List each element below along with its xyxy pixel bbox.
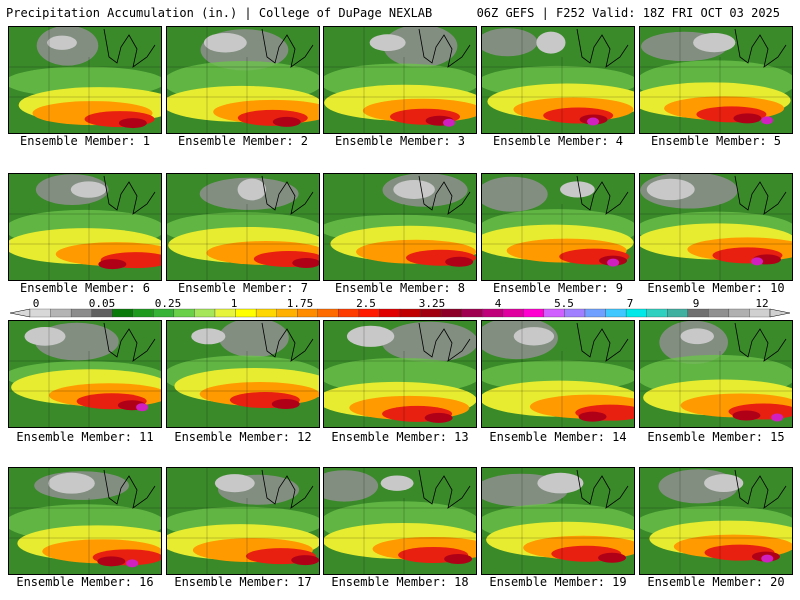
scale-cell	[461, 308, 483, 318]
ensemble-member-map	[639, 173, 793, 281]
scale-tick-label: 7	[626, 297, 634, 310]
scale-tick-label: 3.25	[418, 297, 446, 310]
scale-cell	[749, 308, 771, 318]
ensemble-member-map	[166, 320, 320, 428]
scale-cell	[317, 308, 339, 318]
member-label: Ensemble Member: 4	[492, 134, 624, 148]
scale-tick-label: 1.75	[286, 297, 314, 310]
scale-tick-label: 12	[755, 297, 769, 310]
scale-cell	[91, 308, 113, 318]
scale-cell	[297, 308, 318, 318]
scale-right-arrow	[769, 308, 790, 318]
scale-tick-label: 0.25	[154, 297, 182, 310]
ensemble-member-map	[8, 173, 162, 281]
scale-tick-label: 0.05	[88, 297, 116, 310]
scale-cell	[523, 308, 545, 318]
member-label: Ensemble Member: 15	[647, 430, 785, 444]
member-label: Ensemble Member: 17	[174, 575, 312, 589]
scale-cell	[153, 308, 175, 318]
scale-cell	[173, 308, 195, 318]
scale-cell	[70, 308, 92, 318]
scale-cell	[667, 308, 688, 318]
scale-cell	[112, 308, 133, 318]
ensemble-member-map	[323, 26, 477, 134]
member-label: Ensemble Member: 6	[19, 281, 151, 295]
member-label: Ensemble Member: 3	[334, 134, 466, 148]
scale-cell	[235, 308, 257, 318]
scale-cell	[420, 308, 442, 318]
ensemble-member-map	[8, 467, 162, 575]
scale-cell	[194, 308, 216, 318]
scale-tick-label: 9	[692, 297, 700, 310]
scale-cell	[399, 308, 421, 318]
member-label: Ensemble Member: 11	[16, 430, 154, 444]
scale-tick-label: 2.5	[356, 297, 376, 310]
scale-cell	[502, 308, 524, 318]
member-label: Ensemble Member: 14	[489, 430, 627, 444]
scale-tick-label: 5.5	[554, 297, 574, 310]
ensemble-member-map	[481, 26, 635, 134]
scale-tick-label: 0	[32, 297, 40, 310]
member-label: Ensemble Member: 7	[177, 281, 309, 295]
scale-cell	[276, 308, 298, 318]
scale-cell	[255, 308, 277, 318]
color-scale-bar	[10, 308, 790, 318]
scale-cell	[29, 308, 51, 318]
scale-cell	[625, 308, 647, 318]
member-label: Ensemble Member: 2	[177, 134, 309, 148]
scale-cell	[214, 308, 236, 318]
ensemble-member-map	[166, 26, 320, 134]
ensemble-member-map	[8, 320, 162, 428]
ensemble-member-map	[166, 173, 320, 281]
member-label: Ensemble Member: 1	[19, 134, 151, 148]
ensemble-member-map	[481, 173, 635, 281]
ensemble-member-map	[166, 467, 320, 575]
scale-cell	[358, 308, 380, 318]
scale-cell	[543, 308, 565, 318]
scale-cell	[728, 308, 750, 318]
scale-cell	[564, 308, 586, 318]
ensemble-member-map	[639, 320, 793, 428]
ensemble-member-map	[323, 320, 477, 428]
scale-cell	[50, 308, 72, 318]
member-label: Ensemble Member: 12	[174, 430, 312, 444]
scale-cell	[584, 308, 606, 318]
scale-tick-label: 1	[230, 297, 238, 310]
member-label: Ensemble Member: 16	[16, 575, 154, 589]
scale-cell	[605, 308, 627, 318]
member-label: Ensemble Member: 13	[331, 430, 469, 444]
scale-cell	[338, 308, 360, 318]
ensemble-member-map	[639, 26, 793, 134]
scale-cell	[482, 308, 503, 318]
model-run-info: 06Z GEFS | F252 Valid: 18Z FRI OCT 03 20…	[476, 6, 780, 20]
member-label: Ensemble Member: 9	[492, 281, 624, 295]
scale-left-arrow	[10, 308, 31, 318]
member-label: Ensemble Member: 8	[334, 281, 466, 295]
scale-cell	[132, 308, 154, 318]
ensemble-member-map	[8, 26, 162, 134]
map-title: Precipitation Accumulation (in.) | Colle…	[6, 6, 433, 20]
ensemble-member-map	[639, 467, 793, 575]
scale-cell	[687, 308, 709, 318]
scale-cell	[646, 308, 668, 318]
scale-cell	[708, 308, 730, 318]
ensemble-member-map	[481, 320, 635, 428]
member-label: Ensemble Member: 18	[331, 575, 469, 589]
scale-tick-label: 4	[494, 297, 502, 310]
member-label: Ensemble Member: 10	[647, 281, 785, 295]
ensemble-member-map	[323, 173, 477, 281]
scale-cell	[379, 308, 401, 318]
ensemble-member-map	[323, 467, 477, 575]
member-label: Ensemble Member: 5	[650, 134, 782, 148]
ensemble-member-map	[481, 467, 635, 575]
member-label: Ensemble Member: 20	[647, 575, 785, 589]
member-label: Ensemble Member: 19	[489, 575, 627, 589]
scale-cell	[440, 308, 462, 318]
